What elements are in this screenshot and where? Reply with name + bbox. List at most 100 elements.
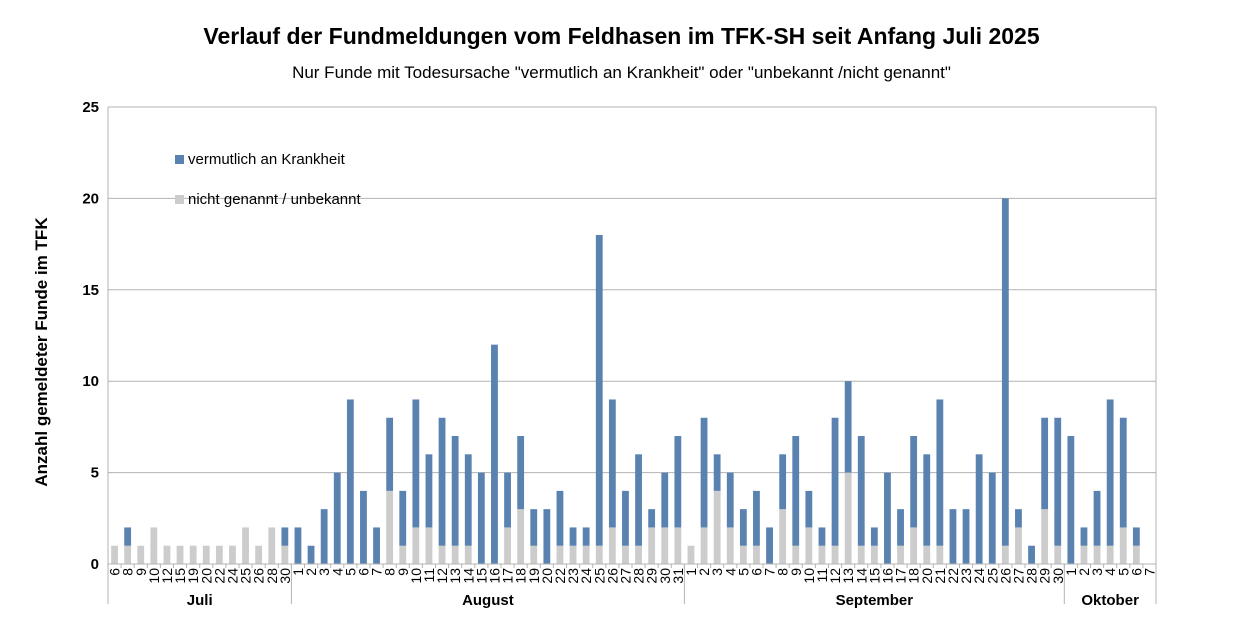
bar-segment-disease [962,509,970,564]
x-tick-label: 24 [971,568,987,584]
x-tick-label: 17 [500,568,516,584]
bar-segment-disease [556,490,564,546]
bar-segment-unknown [425,527,433,564]
bar-segment-unknown [595,545,603,564]
legend-label-disease: vermutlich an Krankheit [188,151,345,168]
x-tick-label: 25 [238,568,254,584]
bar-segment-disease [582,527,590,546]
bar-segment-disease [766,527,773,564]
x-tick-label: 9 [788,568,804,576]
x-tick-label: 30 [1050,568,1066,584]
x-tick-label: 1 [1063,568,1079,576]
x-group-label: August [462,592,514,609]
bar-segment-unknown [189,545,197,564]
bar-segment-unknown [844,472,852,564]
x-tick-label: 20 [539,568,555,584]
bar-segment-disease [281,527,289,546]
bar-segment-disease [124,527,132,546]
x-tick-label: 30 [657,568,673,584]
x-tick-label: 3 [1089,568,1105,576]
x-tick-label: 20 [919,568,935,584]
bar-segment-unknown [124,545,132,564]
x-tick-label: 23 [958,568,974,584]
bar-segment-unknown [464,545,472,564]
x-tick-label: 5 [1115,568,1131,576]
x-tick-label: 15 [172,568,188,584]
x-tick-label: 10 [408,568,424,584]
bar-segment-disease [805,490,813,528]
bar-segment-unknown [504,527,511,564]
bar-segment-unknown [674,527,682,564]
y-tick-label: 10 [82,373,99,390]
x-tick-label: 12 [434,568,450,584]
x-tick-label: 2 [1076,568,1092,576]
bar-segment-unknown [229,545,236,564]
bar-segment-unknown [268,527,276,564]
x-tick-label: 1 [683,568,699,576]
x-tick-label: 24 [224,568,240,584]
bar-segment-disease [530,509,538,546]
bar-segment-unknown [163,545,171,564]
y-tick-label: 20 [82,190,99,207]
x-tick-label: 7 [762,568,778,576]
x-tick-label: 19 [526,568,542,584]
bar-segment-disease [438,417,446,546]
bar-segment-disease [844,381,852,473]
x-tick-label: 12 [827,568,843,584]
bar-segment-unknown [582,545,590,564]
bar-segment-disease [779,454,787,510]
y-tick-label: 25 [82,99,99,116]
bar-segment-disease [700,417,708,528]
bar-segment-unknown [753,545,760,564]
bar-segment-disease [517,436,525,510]
bar-segment-disease [412,399,420,528]
bar-segment-unknown [1106,545,1114,564]
x-tick-label: 6 [107,568,123,576]
x-group-label: Oktober [1081,592,1139,609]
bar-segment-unknown [1015,527,1022,564]
bar-segment-unknown [137,545,145,564]
x-tick-label: 24 [578,568,594,584]
x-tick-label: 9 [395,568,411,576]
y-tick-label: 5 [91,465,99,482]
bar-segment-unknown [399,545,407,564]
x-tick-label: 14 [853,568,869,584]
x-tick-label: 31 [670,568,686,584]
bar-segment-disease [884,472,891,564]
bar-segment-disease [477,472,485,564]
x-tick-label: 11 [814,568,830,583]
x-tick-label: 28 [264,568,280,584]
bar-segment-unknown [739,545,747,564]
x-tick-label: 16 [879,568,895,584]
x-group-label: September [836,592,914,609]
x-tick-label: 25 [984,568,1000,584]
bar-segment-unknown [923,545,931,564]
bar-segment-disease [988,472,996,564]
x-tick-label: 28 [1024,568,1040,584]
axes: 0510152025689101215192022242526283012345… [82,99,1157,609]
bar-segment-disease [897,509,904,546]
bar-segment-unknown [622,545,629,564]
x-tick-label: 8 [120,568,136,576]
bar-segment-unknown [1119,527,1127,564]
x-tick-label: 27 [617,568,633,584]
bar-segment-unknown [936,545,944,564]
y-tick-label: 15 [82,282,99,299]
x-group-label: Juli [187,592,213,609]
x-tick-label: 13 [447,568,463,584]
bar-segment-disease [386,417,394,491]
x-tick-label: 18 [906,568,922,584]
bar-segment-unknown [897,545,904,564]
bar-segment-disease [1028,545,1035,564]
bar-segment-disease [504,472,511,528]
bar-segment-disease [726,472,734,528]
bar-segment-unknown [1054,545,1062,564]
grid-lines [107,106,1157,564]
bar-segment-disease [975,454,983,564]
x-tick-label: 10 [146,568,162,584]
bar-segment-disease [320,509,328,564]
x-tick-label: 29 [1037,568,1053,584]
bar-segment-disease [1093,490,1101,546]
x-tick-label: 4 [722,568,738,576]
bar-segment-unknown [687,545,695,564]
